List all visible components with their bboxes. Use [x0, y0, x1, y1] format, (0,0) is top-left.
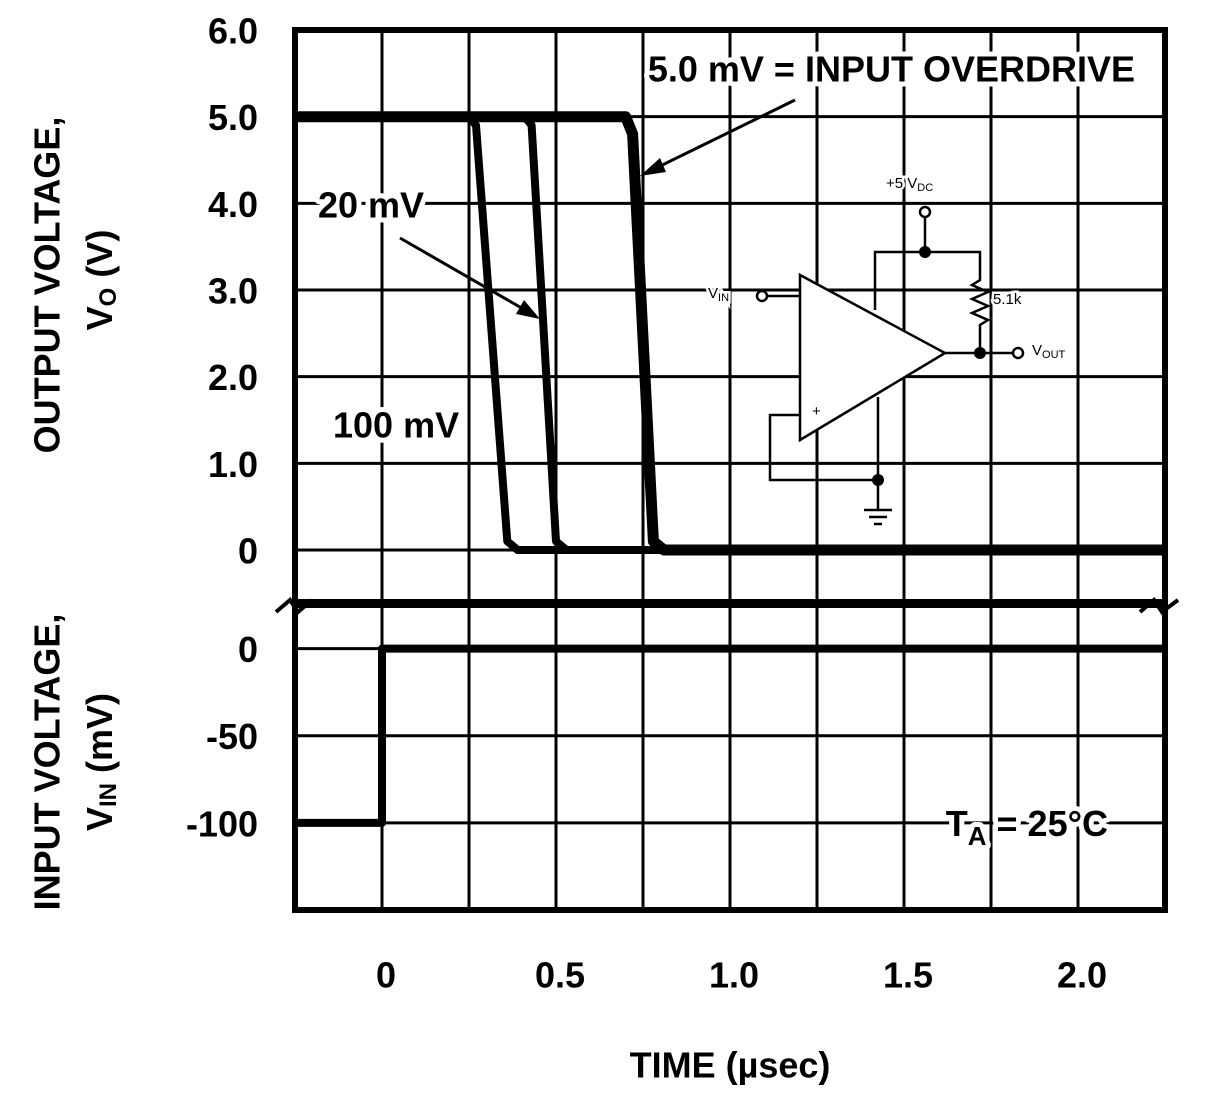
node	[974, 347, 986, 359]
resistor-label: 5.1k	[993, 291, 1022, 308]
terminal	[918, 205, 932, 219]
wire	[873, 250, 992, 353]
unit: (V)	[79, 230, 120, 288]
y-tick-label: 0	[238, 531, 258, 572]
symbol: V	[79, 306, 120, 330]
arrowhead	[516, 300, 540, 319]
symbol-sub: IN	[95, 783, 122, 807]
terminal	[1011, 346, 1025, 360]
circuit-inset: +5 VDC VIN 5.1k VOUT +	[706, 172, 1068, 526]
annotation: TA = 25°C	[946, 803, 1108, 851]
series-line	[295, 112, 1165, 554]
axis-break	[1138, 597, 1180, 615]
marks	[295, 111, 1165, 827]
x-tick-label: 2.0	[1057, 955, 1107, 996]
y-tick-label: -100	[186, 803, 258, 844]
y-axis-title: OUTPUT VOLTAGE,	[27, 117, 68, 454]
pin-label: +	[812, 403, 821, 420]
op-amp	[798, 272, 948, 443]
unit: (mV)	[79, 693, 120, 783]
axis-break	[274, 597, 314, 615]
annotation-rest: = 25°C	[987, 803, 1108, 844]
arrowhead	[640, 158, 666, 176]
arrow	[399, 236, 533, 316]
panel-frame	[292, 602, 1168, 913]
label-sub: OUT	[1042, 349, 1066, 361]
y-tick-label: 6.0	[208, 11, 258, 52]
annotation-sub: A	[968, 821, 987, 851]
y-tick-label: 2.0	[208, 357, 258, 398]
symbol: V	[79, 807, 120, 831]
frame	[292, 27, 1168, 913]
label-sub: IN	[718, 292, 729, 304]
grid	[295, 28, 1165, 910]
symbol-sub: O	[95, 288, 122, 307]
node	[872, 474, 884, 486]
series-label: 100 mV	[333, 405, 459, 446]
series-line	[295, 644, 1165, 827]
label-main: +5 V	[886, 175, 917, 192]
terminal	[755, 289, 769, 303]
x-tick-label: 1.5	[883, 955, 933, 996]
annotation-main: T	[946, 803, 968, 844]
label-main: V	[708, 285, 718, 302]
label-main: V	[1032, 342, 1042, 359]
y-axis-symbol: VIN (mV)	[79, 693, 123, 831]
x-tick-label: 1.0	[709, 955, 759, 996]
y-tick-label: 1.0	[208, 444, 258, 485]
x-axis-title: TIME (µsec)	[630, 1045, 831, 1086]
output-label: VOUT	[1032, 342, 1066, 361]
series-label: 20 mV	[318, 185, 424, 226]
y-tick-label: 3.0	[208, 271, 258, 312]
y-axis-title: INPUT VOLTAGE,	[27, 614, 68, 911]
y-tick-label: 0	[238, 629, 258, 670]
supply-label: +5 VDC	[886, 175, 933, 194]
x-tick-label: 0.5	[535, 955, 585, 996]
series-label: 5.0 mV = INPUT OVERDRIVE	[648, 49, 1135, 90]
arrow	[647, 98, 796, 174]
wire	[768, 413, 878, 482]
y-tick-label: -50	[206, 716, 258, 757]
y-tick-label: 4.0	[208, 184, 258, 225]
y-axis-symbol: VO (V)	[79, 230, 123, 331]
y-tick-label: 5.0	[208, 97, 258, 138]
label-sub: DC	[917, 182, 933, 194]
x-tick-label: 0	[376, 955, 396, 996]
input-label: VIN	[708, 285, 729, 304]
